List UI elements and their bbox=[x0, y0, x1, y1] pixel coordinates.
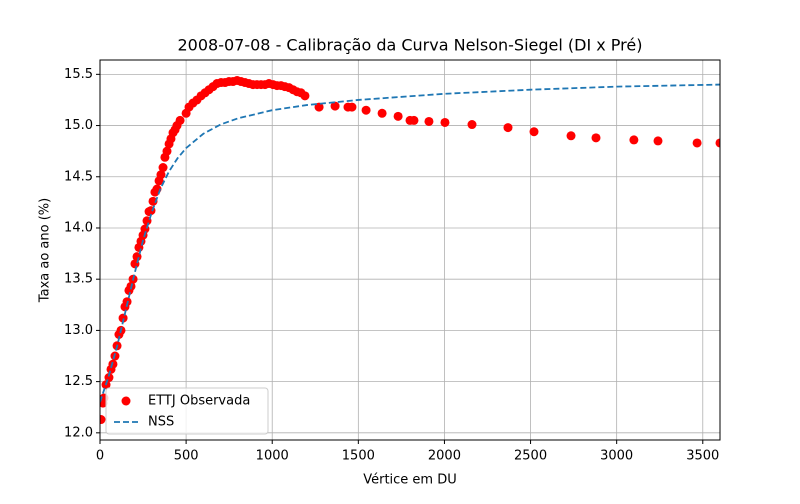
x-tick-label: 2000 bbox=[428, 449, 461, 464]
x-tick-label: 1000 bbox=[256, 449, 289, 464]
legend-label: ETTJ Observada bbox=[148, 394, 250, 409]
legend-label: NSS bbox=[148, 415, 174, 430]
point bbox=[300, 91, 310, 101]
point bbox=[629, 135, 639, 145]
point bbox=[653, 136, 663, 146]
point bbox=[148, 196, 158, 206]
x-tick-label: 3500 bbox=[686, 449, 719, 464]
point bbox=[118, 313, 128, 323]
point bbox=[158, 163, 168, 173]
point bbox=[377, 108, 387, 118]
y-tick-label: 12.5 bbox=[64, 374, 93, 389]
x-tick-label: 500 bbox=[174, 449, 199, 464]
axes-frame bbox=[99, 59, 721, 441]
point bbox=[347, 102, 357, 112]
y-tick-label: 13.5 bbox=[64, 272, 93, 287]
y-tick-label: 14.0 bbox=[64, 220, 93, 235]
point bbox=[132, 252, 142, 262]
line bbox=[100, 83, 720, 403]
point bbox=[409, 115, 419, 125]
x-tick-label: 1500 bbox=[342, 449, 375, 464]
point bbox=[100, 415, 106, 425]
y-tick-label: 13.0 bbox=[64, 323, 93, 338]
point bbox=[529, 127, 539, 137]
chart-title: 2008-07-08 - Calibração da Curva Nelson-… bbox=[178, 36, 643, 55]
y-axis-label: Taxa ao ano (%) bbox=[38, 198, 53, 303]
plot-area bbox=[100, 75, 720, 425]
legend-box bbox=[105, 387, 269, 435]
point bbox=[162, 146, 172, 156]
point bbox=[393, 111, 403, 121]
point bbox=[424, 116, 434, 126]
point bbox=[330, 101, 340, 111]
y-tick-label: 15.0 bbox=[64, 118, 93, 133]
point bbox=[566, 131, 576, 141]
x-tick-label: 0 bbox=[96, 449, 104, 464]
y-tick-label: 14.5 bbox=[64, 169, 93, 184]
x-tick-label: 3000 bbox=[600, 449, 633, 464]
y-tick-label: 15.5 bbox=[64, 67, 93, 82]
point bbox=[440, 117, 450, 127]
point bbox=[361, 105, 371, 115]
point bbox=[503, 123, 513, 133]
point bbox=[467, 120, 477, 130]
y-tick-label: 12.0 bbox=[64, 425, 93, 440]
legend-marker bbox=[121, 396, 131, 406]
x-axis-label: Vértice em DU bbox=[363, 473, 457, 488]
point bbox=[591, 133, 601, 143]
point bbox=[175, 115, 185, 125]
point bbox=[156, 170, 166, 180]
x-tick-label: 2500 bbox=[514, 449, 547, 464]
point bbox=[692, 138, 702, 148]
point bbox=[715, 138, 720, 148]
